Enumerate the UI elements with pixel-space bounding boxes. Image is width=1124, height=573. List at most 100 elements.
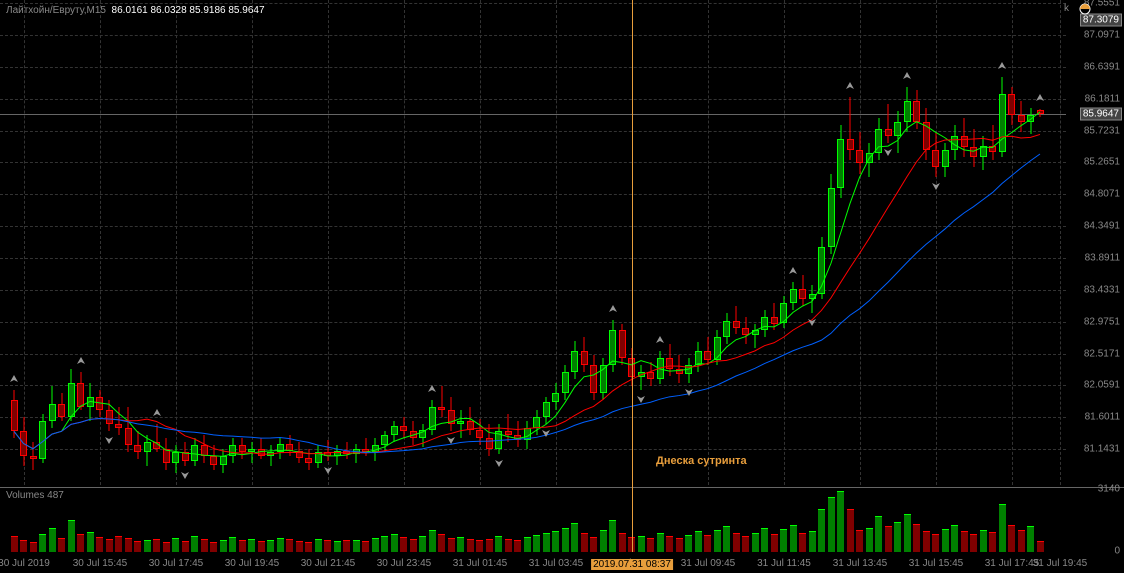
volume-bar[interactable]	[476, 540, 483, 552]
volume-bar[interactable]	[685, 535, 692, 552]
volume-bar[interactable]	[324, 540, 331, 552]
volume-bar[interactable]	[210, 542, 217, 552]
volume-bar[interactable]	[885, 526, 892, 552]
volume-bar[interactable]	[30, 542, 37, 552]
volume-bar[interactable]	[305, 542, 312, 552]
volume-bar[interactable]	[153, 539, 160, 552]
volume-bar[interactable]	[961, 531, 968, 552]
volume-bar[interactable]	[125, 538, 132, 552]
volume-bar[interactable]	[552, 531, 559, 552]
volume-bar[interactable]	[419, 536, 426, 552]
volume-bar[interactable]	[315, 539, 322, 552]
volume-bar[interactable]	[619, 533, 626, 552]
volume-bar[interactable]	[847, 509, 854, 552]
volume-bar[interactable]	[866, 528, 873, 552]
volume-bar[interactable]	[695, 531, 702, 552]
volume-chart[interactable]	[0, 487, 1066, 552]
volume-bar[interactable]	[144, 540, 151, 552]
volume-bar[interactable]	[505, 539, 512, 552]
volume-bar[interactable]	[68, 520, 75, 552]
volume-bar[interactable]	[562, 528, 569, 552]
volume-bar[interactable]	[277, 538, 284, 552]
volume-bar[interactable]	[780, 529, 787, 552]
volume-bar[interactable]	[980, 530, 987, 552]
volume-bar[interactable]	[875, 516, 882, 552]
volume-bar[interactable]	[400, 537, 407, 552]
volume-bar[interactable]	[913, 524, 920, 552]
volume-bar[interactable]	[191, 536, 198, 552]
volume-bar[interactable]	[923, 531, 930, 552]
volume-bar[interactable]	[771, 534, 778, 552]
volume-bar[interactable]	[229, 537, 236, 552]
volume-bar[interactable]	[467, 539, 474, 552]
volume-bar[interactable]	[543, 533, 550, 552]
volume-bar[interactable]	[296, 541, 303, 552]
volume-bar[interactable]	[723, 526, 730, 552]
volume-bar[interactable]	[258, 541, 265, 552]
volume-bar[interactable]	[666, 536, 673, 552]
volume-bar[interactable]	[163, 542, 170, 552]
volume-bar[interactable]	[951, 525, 958, 552]
volume-bar[interactable]	[353, 540, 360, 552]
volume-bar[interactable]	[571, 523, 578, 552]
volume-bar[interactable]	[818, 509, 825, 552]
volume-bar[interactable]	[609, 520, 616, 552]
volume-bar[interactable]	[220, 540, 227, 552]
volume-bar[interactable]	[286, 539, 293, 552]
price-chart[interactable]: Днеска сутринта	[0, 0, 1066, 487]
volume-bar[interactable]	[1018, 530, 1025, 552]
volume-bar[interactable]	[524, 537, 531, 552]
volume-bar[interactable]	[381, 536, 388, 552]
volume-bar[interactable]	[590, 537, 597, 552]
volume-bar[interactable]	[514, 540, 521, 552]
volume-bar[interactable]	[495, 536, 502, 552]
volume-bar[interactable]	[134, 541, 141, 552]
volume-bar[interactable]	[106, 539, 113, 552]
volume-bar[interactable]	[752, 533, 759, 552]
volume-bar[interactable]	[638, 536, 645, 552]
volume-bar[interactable]	[894, 522, 901, 552]
volume-bar[interactable]	[600, 530, 607, 552]
volume-bar[interactable]	[1027, 526, 1034, 552]
volume-bar[interactable]	[343, 540, 350, 552]
volume-bar[interactable]	[932, 534, 939, 552]
volume-bar[interactable]	[1008, 525, 1015, 552]
volume-bar[interactable]	[647, 538, 654, 552]
volume-bar[interactable]	[49, 528, 56, 552]
volume-bar[interactable]	[334, 541, 341, 552]
volume-bar[interactable]	[999, 504, 1006, 552]
volume-bar[interactable]	[39, 534, 46, 552]
volume-bar[interactable]	[581, 533, 588, 552]
volume-bar[interactable]	[837, 491, 844, 552]
volume-bar[interactable]	[856, 530, 863, 552]
volume-bar[interactable]	[970, 534, 977, 552]
volume-bar[interactable]	[87, 532, 94, 552]
volume-bar[interactable]	[438, 534, 445, 552]
volume-bar[interactable]	[115, 536, 122, 552]
volume-bar[interactable]	[410, 539, 417, 552]
volume-bar[interactable]	[486, 539, 493, 552]
volume-bar[interactable]	[172, 538, 179, 552]
volume-bar[interactable]	[58, 538, 65, 552]
volume-bar[interactable]	[11, 536, 18, 552]
volume-bar[interactable]	[362, 541, 369, 552]
volume-bar[interactable]	[182, 541, 189, 552]
volume-bar[interactable]	[676, 538, 683, 552]
volume-bar[interactable]	[248, 539, 255, 552]
volume-bar[interactable]	[704, 535, 711, 552]
volume-bar[interactable]	[429, 530, 436, 552]
volume-bar[interactable]	[533, 535, 540, 552]
volume-bar[interactable]	[77, 534, 84, 552]
volume-bar[interactable]	[372, 538, 379, 552]
volume-bar[interactable]	[239, 540, 246, 552]
volume-bar[interactable]	[657, 533, 664, 552]
volume-bar[interactable]	[448, 538, 455, 552]
volume-bar[interactable]	[96, 537, 103, 552]
volume-bar[interactable]	[799, 533, 806, 552]
volume-bar[interactable]	[20, 540, 27, 552]
volume-bar[interactable]	[761, 528, 768, 552]
volume-bar[interactable]	[714, 530, 721, 552]
volume-bar[interactable]	[989, 532, 996, 552]
volume-bar[interactable]	[201, 539, 208, 552]
volume-bar[interactable]	[742, 536, 749, 552]
